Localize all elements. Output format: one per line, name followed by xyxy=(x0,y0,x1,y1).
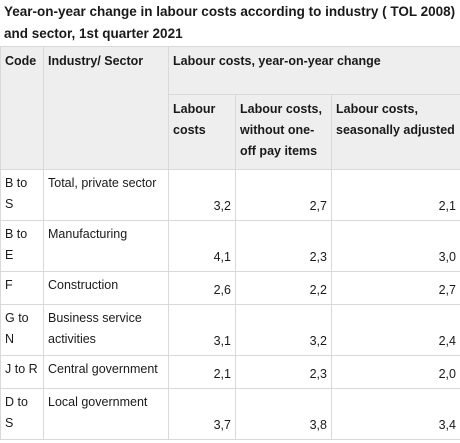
table-row: G to N Business service activities 3,1 3… xyxy=(0,304,460,356)
row-sector: Local government xyxy=(43,388,169,440)
header-without-one-off: Labour costs, without one-off pay items xyxy=(235,94,332,170)
row-labour: 2,1 xyxy=(168,355,236,389)
row-code: B to E xyxy=(0,220,44,272)
row-sector: Manufacturing xyxy=(43,220,169,272)
row-sector: Central government xyxy=(43,355,169,389)
table-row: F Construction 2,6 2,2 2,7 xyxy=(0,271,460,305)
row-labour: 3,1 xyxy=(168,304,236,356)
row-code: G to N xyxy=(0,304,44,356)
row-labour: 3,7 xyxy=(168,388,236,440)
header-labour-costs: Labour costs xyxy=(168,94,236,170)
row-code: B to S xyxy=(0,169,44,221)
header-code: Code xyxy=(0,46,44,170)
row-labour: 4,1 xyxy=(168,220,236,272)
row-without: 2,7 xyxy=(235,169,332,221)
header-seasonally-adjusted: Labour costs, seasonally adjusted xyxy=(331,94,460,170)
labour-costs-table: Code Industry/ Sector Labour costs, year… xyxy=(0,46,460,440)
row-seasonal: 2,4 xyxy=(331,304,460,356)
row-sector: Construction xyxy=(43,271,169,305)
header-industry: Industry/ Sector xyxy=(43,46,169,170)
row-seasonal: 2,0 xyxy=(331,355,460,389)
row-without: 2,3 xyxy=(235,220,332,272)
row-sector: Business service activities xyxy=(43,304,169,356)
row-without: 2,2 xyxy=(235,271,332,305)
row-code: J to R xyxy=(0,355,44,389)
header-group: Labour costs, year-on-year change xyxy=(168,46,460,95)
row-labour: 3,2 xyxy=(168,169,236,221)
row-seasonal: 2,7 xyxy=(331,271,460,305)
table-row: J to R Central government 2,1 2,3 2,0 xyxy=(0,355,460,389)
row-without: 3,2 xyxy=(235,304,332,356)
table-row: B to E Manufacturing 4,1 2,3 3,0 xyxy=(0,220,460,272)
row-without: 3,8 xyxy=(235,388,332,440)
table-row: B to S Total, private sector 3,2 2,7 2,1 xyxy=(0,169,460,221)
row-sector: Total, private sector xyxy=(43,169,169,221)
table-title: Year-on-year change in labour costs acco… xyxy=(4,4,456,41)
row-seasonal: 3,0 xyxy=(331,220,460,272)
row-seasonal: 3,4 xyxy=(331,388,460,440)
row-labour: 2,6 xyxy=(168,271,236,305)
table-row: D to S Local government 3,7 3,8 3,4 xyxy=(0,388,460,440)
row-without: 2,3 xyxy=(235,355,332,389)
row-code: D to S xyxy=(0,388,44,440)
row-code: F xyxy=(0,271,44,305)
row-seasonal: 2,1 xyxy=(331,169,460,221)
